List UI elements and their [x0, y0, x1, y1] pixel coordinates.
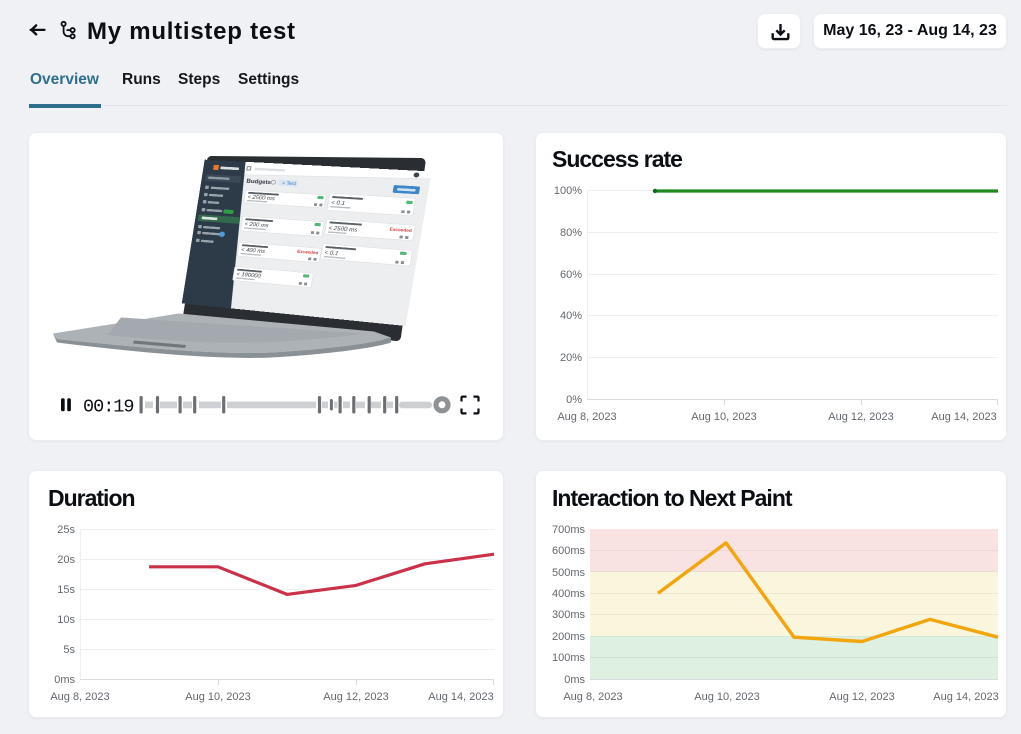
svg-text:< 200 ms: < 200 ms [244, 222, 269, 230]
svg-text:Aug 14, 2023: Aug 14, 2023 [933, 691, 998, 703]
svg-text:40%: 40% [560, 310, 582, 322]
svg-text:Aug 14, 2023: Aug 14, 2023 [931, 411, 996, 423]
svg-text:Budgets: Budgets [246, 179, 272, 186]
svg-text:700ms: 700ms [552, 524, 586, 536]
svg-text:Aug 10, 2023: Aug 10, 2023 [694, 691, 759, 703]
svg-text:0%: 0% [566, 394, 582, 406]
svg-text:60%: 60% [560, 269, 582, 281]
svg-text:5s: 5s [63, 644, 75, 656]
svg-text:600ms: 600ms [552, 545, 586, 557]
svg-text:80%: 80% [560, 227, 582, 239]
svg-text:Aug 10, 2023: Aug 10, 2023 [691, 411, 756, 423]
svg-text:100%: 100% [554, 185, 582, 197]
svg-text:Aug 8, 2023: Aug 8, 2023 [557, 411, 616, 423]
svg-text:+ Test: + Test [282, 180, 297, 186]
svg-text:< 190000: < 190000 [236, 272, 261, 280]
svg-text:Aug 14, 2023: Aug 14, 2023 [428, 691, 493, 703]
svg-text:Exceeded: Exceeded [389, 226, 413, 233]
svg-text:400ms: 400ms [552, 588, 586, 600]
svg-text:20s: 20s [57, 554, 75, 566]
svg-text:10s: 10s [57, 614, 75, 626]
svg-text:< 400 ms: < 400 ms [241, 247, 266, 255]
svg-text:25s: 25s [57, 524, 75, 536]
svg-text:Aug 8, 2023: Aug 8, 2023 [50, 691, 109, 703]
svg-text:500ms: 500ms [552, 567, 586, 579]
svg-text:< 2500 ms: < 2500 ms [247, 195, 276, 203]
svg-text:15s: 15s [57, 584, 75, 596]
svg-text:200ms: 200ms [552, 631, 586, 643]
svg-text:Aug 8, 2023: Aug 8, 2023 [563, 691, 622, 703]
svg-text:Aug 12, 2023: Aug 12, 2023 [829, 691, 894, 703]
svg-text:100ms: 100ms [552, 652, 586, 664]
svg-text:300ms: 300ms [552, 609, 586, 621]
svg-text:00:19: 00:19 [83, 397, 134, 418]
svg-text:Aug 12, 2023: Aug 12, 2023 [323, 691, 388, 703]
svg-text:Aug 10, 2023: Aug 10, 2023 [185, 691, 250, 703]
svg-text:< 0.1: < 0.1 [324, 250, 339, 257]
svg-text:20%: 20% [560, 352, 582, 364]
svg-text:< 2500 ms: < 2500 ms [328, 226, 358, 234]
svg-text:Exceeded: Exceeded [297, 249, 319, 256]
svg-text:0ms: 0ms [54, 674, 75, 686]
svg-text:Aug 12, 2023: Aug 12, 2023 [828, 411, 893, 423]
svg-text:0ms: 0ms [564, 674, 585, 686]
svg-text:< 0.1: < 0.1 [331, 200, 346, 207]
